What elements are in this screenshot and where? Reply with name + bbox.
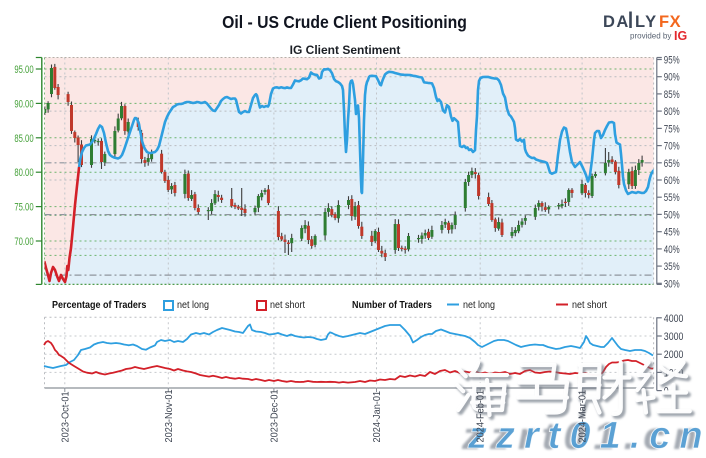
- svg-text:2023-Dec-01: 2023-Dec-01: [269, 389, 280, 442]
- svg-text:2000: 2000: [664, 349, 684, 361]
- svg-text:30%: 30%: [664, 278, 680, 291]
- svg-text:55%: 55%: [664, 192, 680, 205]
- svg-text:3000: 3000: [664, 331, 684, 343]
- svg-text:80.00: 80.00: [14, 167, 33, 180]
- svg-text:DA: DA: [603, 13, 630, 31]
- svg-text:2024-Mar-01: 2024-Mar-01: [577, 390, 588, 443]
- svg-text:95.00: 95.00: [14, 64, 33, 77]
- svg-text:net short: net short: [572, 300, 607, 312]
- svg-text:IG Client Sentiment: IG Client Sentiment: [290, 43, 401, 57]
- svg-text:2023-Oct-01: 2023-Oct-01: [60, 391, 71, 442]
- svg-text:85.00: 85.00: [14, 133, 33, 146]
- svg-text:net long: net long: [177, 300, 209, 312]
- svg-text:90.00: 90.00: [14, 98, 33, 111]
- svg-text:75%: 75%: [664, 123, 680, 136]
- svg-text:85%: 85%: [664, 89, 680, 102]
- svg-text:60%: 60%: [664, 175, 680, 188]
- svg-text:4000: 4000: [664, 313, 684, 325]
- svg-text:net short: net short: [270, 300, 305, 312]
- svg-text:35%: 35%: [664, 261, 680, 274]
- svg-text:45%: 45%: [664, 227, 680, 240]
- svg-text:95%: 95%: [664, 54, 680, 67]
- svg-text:70%: 70%: [664, 140, 680, 153]
- svg-text:2023-Nov-01: 2023-Nov-01: [163, 389, 174, 442]
- svg-text:Number of Traders: Number of Traders: [352, 300, 432, 312]
- svg-text:65%: 65%: [664, 158, 680, 171]
- svg-text:90%: 90%: [664, 72, 680, 85]
- svg-text:provided by: provided by: [630, 32, 671, 41]
- svg-text:2024-Jan-01: 2024-Jan-01: [372, 391, 383, 443]
- svg-text:40%: 40%: [664, 244, 680, 257]
- svg-text:Percentage of Traders: Percentage of Traders: [52, 300, 146, 312]
- svg-text:70.00: 70.00: [14, 236, 33, 249]
- svg-text:zzrt01.cn: zzrt01.cn: [461, 416, 706, 453]
- svg-text:zzrt01.cn: zzrt01.cn: [467, 415, 706, 453]
- svg-text:FX: FX: [659, 13, 681, 31]
- svg-text:LY: LY: [635, 13, 658, 31]
- svg-text:80%: 80%: [664, 106, 680, 119]
- svg-text:Oil - US Crude Client Position: Oil - US Crude Client Positioning: [222, 12, 467, 32]
- svg-text:75.00: 75.00: [14, 201, 33, 214]
- svg-text:50%: 50%: [664, 209, 680, 222]
- svg-text:IG: IG: [674, 29, 687, 43]
- svg-text:2024-Feb-01: 2024-Feb-01: [475, 390, 486, 443]
- svg-text:net long: net long: [463, 300, 495, 312]
